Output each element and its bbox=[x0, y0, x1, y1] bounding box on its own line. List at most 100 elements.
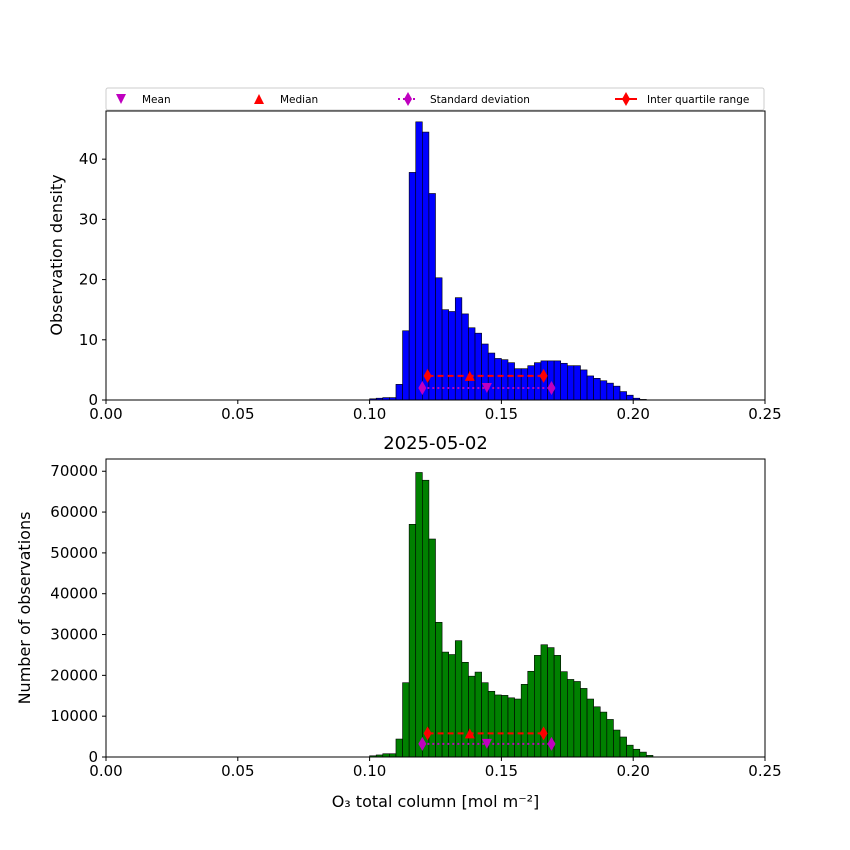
legend-std-marker bbox=[404, 92, 412, 106]
top-histogram-bar bbox=[534, 362, 542, 401]
top-x-tick-label: 0.15 bbox=[485, 405, 518, 423]
bottom-histogram-bar bbox=[395, 738, 403, 758]
legend-frame bbox=[105, 87, 765, 111]
bottom-histogram-bar bbox=[626, 744, 634, 758]
bottom-y-tick-label: 10000 bbox=[50, 707, 98, 725]
bottom-histogram-bar bbox=[580, 688, 588, 758]
bottom-chart-title: 2025-05-02 bbox=[383, 433, 488, 454]
bottom-std-marker bbox=[418, 736, 427, 751]
top-histogram-bar bbox=[580, 369, 588, 401]
bottom-histogram-bar bbox=[566, 679, 575, 758]
bottom-histogram-bar bbox=[632, 748, 641, 758]
top-x-tick-label: 0.25 bbox=[748, 405, 781, 423]
bottom-histogram-bar bbox=[402, 682, 410, 758]
legend-std-label: Standard deviation bbox=[430, 94, 530, 106]
legend-mean-label: Mean bbox=[142, 94, 171, 106]
bottom-histogram-bar bbox=[619, 736, 627, 758]
bottom-histogram-bar bbox=[494, 694, 502, 758]
bottom-histogram-bar bbox=[593, 706, 601, 758]
bottom-histogram-bar bbox=[461, 661, 469, 758]
bottom-x-tick-label: 0.15 bbox=[485, 762, 518, 780]
bottom-y-axis-label: Number of observations bbox=[15, 512, 34, 705]
top-x-tick-label: 0.10 bbox=[353, 405, 386, 423]
bottom-iqr-marker bbox=[423, 726, 432, 741]
bottom-histogram-bar bbox=[573, 681, 581, 758]
legend-iqr-label: Inter quartile range bbox=[647, 94, 749, 106]
top-histogram-bar bbox=[514, 368, 522, 401]
top-histogram-bar bbox=[507, 362, 515, 401]
legend-iqr-marker bbox=[622, 92, 630, 106]
top-histogram-bar bbox=[448, 311, 456, 401]
top-histogram-bar bbox=[560, 362, 568, 401]
top-histogram-bar bbox=[468, 327, 476, 401]
top-histogram-bar bbox=[408, 172, 417, 401]
top-statistics-overlay bbox=[418, 368, 556, 395]
top-y-tick-label: 20 bbox=[79, 271, 98, 289]
legend-mean-marker bbox=[116, 94, 126, 104]
top-iqr-marker bbox=[539, 368, 548, 383]
top-histogram-bar bbox=[566, 365, 575, 401]
top-histogram-bar bbox=[441, 309, 449, 401]
bottom-y-tick-label: 0 bbox=[88, 748, 98, 766]
top-histogram-bar bbox=[593, 378, 601, 401]
bottom-y-tick-label: 40000 bbox=[50, 585, 98, 603]
top-histogram-bar bbox=[454, 297, 463, 401]
top-histogram-bar bbox=[613, 385, 621, 401]
bottom-histogram-bar bbox=[514, 698, 522, 758]
top-x-tick-label: 0.20 bbox=[616, 405, 649, 423]
bottom-statistics-overlay bbox=[418, 726, 556, 751]
top-x-axis-ticks: 0.00 0.05 0.10 0.15 0.20 0.25 bbox=[89, 400, 782, 423]
top-histogram-bar bbox=[501, 359, 509, 401]
bottom-histogram-bar bbox=[428, 538, 436, 758]
top-histogram-bar bbox=[626, 394, 634, 401]
top-histogram-bar bbox=[619, 391, 627, 401]
bottom-histogram-bar bbox=[599, 711, 608, 758]
top-histogram-bar bbox=[527, 365, 535, 401]
bottom-histogram-bar bbox=[487, 690, 496, 758]
bottom-mean-marker bbox=[481, 738, 492, 749]
bottom-histogram-bar bbox=[454, 640, 463, 758]
bottom-x-tick-label: 0.25 bbox=[748, 762, 781, 780]
top-axes-frame bbox=[105, 110, 766, 401]
bottom-histogram-bar bbox=[613, 729, 621, 758]
top-histogram-bar bbox=[415, 121, 423, 401]
bottom-y-tick-label: 60000 bbox=[50, 503, 98, 521]
top-histogram-bar bbox=[586, 375, 594, 401]
bottom-x-axis-label: O₃ total column [mol m⁻²] bbox=[332, 792, 540, 811]
top-x-tick-label: 0.00 bbox=[89, 405, 122, 423]
top-x-tick-label: 0.05 bbox=[221, 405, 254, 423]
top-mean-marker bbox=[481, 382, 492, 393]
top-y-tick-label: 40 bbox=[79, 150, 98, 168]
bottom-x-axis-ticks: 0.00 0.05 0.10 0.15 0.20 0.25 bbox=[89, 757, 782, 780]
top-y-tick-label: 10 bbox=[79, 331, 98, 349]
legend-median-marker bbox=[254, 94, 264, 104]
bottom-x-tick-label: 0.00 bbox=[89, 762, 122, 780]
bottom-y-axis-ticks: 0 10000 20000 30000 40000 50000 60000 70000 bbox=[50, 462, 106, 766]
bottom-histogram-bar bbox=[540, 644, 548, 758]
bottom-histogram-bar bbox=[606, 719, 614, 758]
bottom-histogram-bar bbox=[448, 654, 456, 758]
bottom-x-tick-label: 0.05 bbox=[221, 762, 254, 780]
top-histogram-bar bbox=[520, 368, 529, 401]
top-histogram-bar bbox=[402, 330, 410, 401]
top-iqr-marker bbox=[423, 368, 432, 383]
bottom-y-tick-label: 20000 bbox=[50, 666, 98, 684]
bottom-histogram-bar bbox=[501, 695, 509, 758]
bottom-x-tick-label: 0.10 bbox=[353, 762, 386, 780]
top-y-axis-label: Observation density bbox=[47, 174, 66, 335]
top-histogram-bar bbox=[435, 277, 443, 401]
legend: Mean Median Standard deviation Inter qua… bbox=[105, 87, 765, 111]
top-y-axis-ticks: 0 10 20 30 40 bbox=[79, 150, 106, 409]
top-histogram-bar bbox=[606, 382, 614, 401]
bottom-y-tick-label: 70000 bbox=[50, 462, 98, 480]
top-histogram-bar bbox=[599, 380, 608, 401]
bottom-std-marker bbox=[547, 736, 556, 751]
top-std-marker bbox=[547, 380, 556, 395]
bottom-histogram-bar bbox=[507, 697, 515, 758]
bottom-x-tick-label: 0.20 bbox=[616, 762, 649, 780]
bottom-y-tick-label: 50000 bbox=[50, 544, 98, 562]
top-histogram-bar bbox=[428, 193, 436, 401]
bottom-histogram-bar bbox=[639, 751, 647, 758]
bottom-histogram-bar bbox=[435, 621, 443, 758]
